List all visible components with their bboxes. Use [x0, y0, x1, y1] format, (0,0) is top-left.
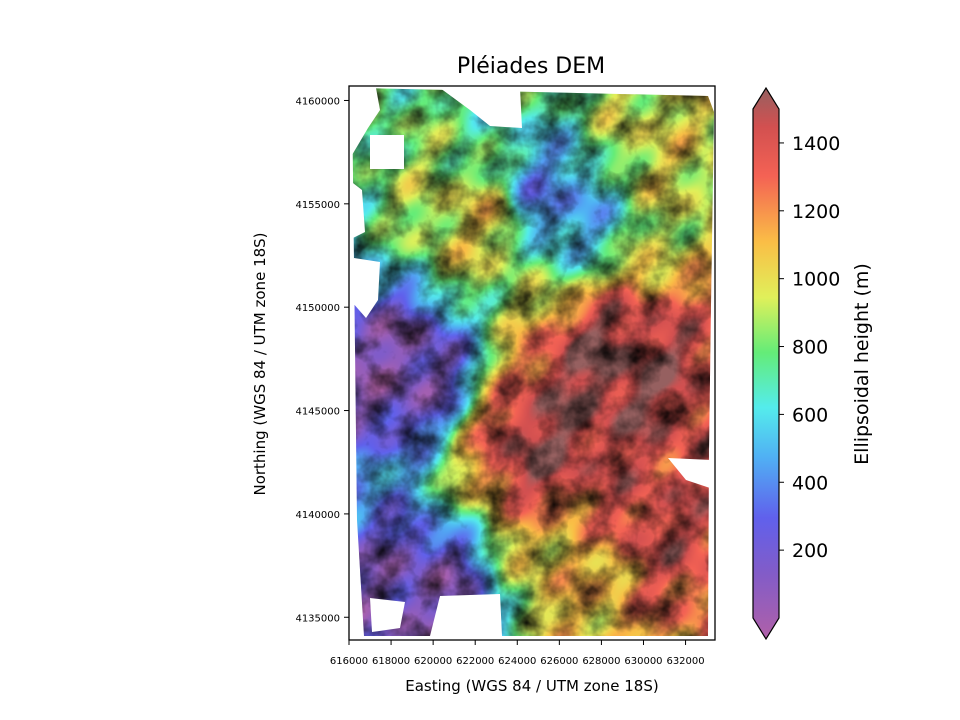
chart-title: Pléiades DEM — [457, 54, 605, 79]
x-tick-label: 616000 — [330, 656, 368, 667]
dem-raster — [349, 88, 714, 636]
x-tick-label: 622000 — [456, 656, 494, 667]
y-tick-label: 4145000 — [295, 407, 340, 418]
nodata-gap — [370, 135, 404, 169]
plot-frame — [348, 85, 716, 641]
x-tick-label: 626000 — [540, 656, 578, 667]
y-tick-label: 4155000 — [295, 200, 340, 211]
colorbar-tick-label: 1400 — [792, 133, 840, 155]
colorbar-tick-label: 1000 — [792, 269, 840, 291]
colorbar-tick-label: 600 — [792, 404, 828, 426]
x-tick-label: 618000 — [372, 656, 410, 667]
y-tick-label: 4160000 — [295, 96, 340, 107]
colorbar-tick-label: 800 — [792, 337, 828, 359]
colorbar: 200 400 600 800 1000 1200 1400 — [752, 86, 840, 641]
y-tick-label: 4135000 — [295, 613, 340, 624]
x-tick-label: 630000 — [624, 656, 662, 667]
colorbar-tick-label: 1200 — [792, 201, 840, 223]
x-tick-label: 632000 — [666, 656, 704, 667]
y-axis-title: Northing (WGS 84 / UTM zone 18S) — [251, 232, 269, 495]
colorbar-tick-label: 200 — [792, 540, 828, 562]
x-tick-label: 620000 — [414, 656, 452, 667]
hillshade-overlay — [352, 88, 714, 636]
colorbar-body — [752, 86, 780, 641]
map-axes: 616000 618000 620000 622000 624000 626000 6280… — [295, 85, 716, 667]
colorbar-title: Ellipsoidal height (m) — [851, 263, 873, 465]
x-axis-title: Easting (WGS 84 / UTM zone 18S) — [405, 677, 658, 695]
y-tick-label: 4140000 — [295, 510, 340, 521]
colorbar-tick-label: 400 — [792, 472, 828, 494]
y-tick-label: 4150000 — [295, 303, 340, 314]
x-tick-label: 628000 — [582, 656, 620, 667]
x-tick-label: 624000 — [498, 656, 536, 667]
